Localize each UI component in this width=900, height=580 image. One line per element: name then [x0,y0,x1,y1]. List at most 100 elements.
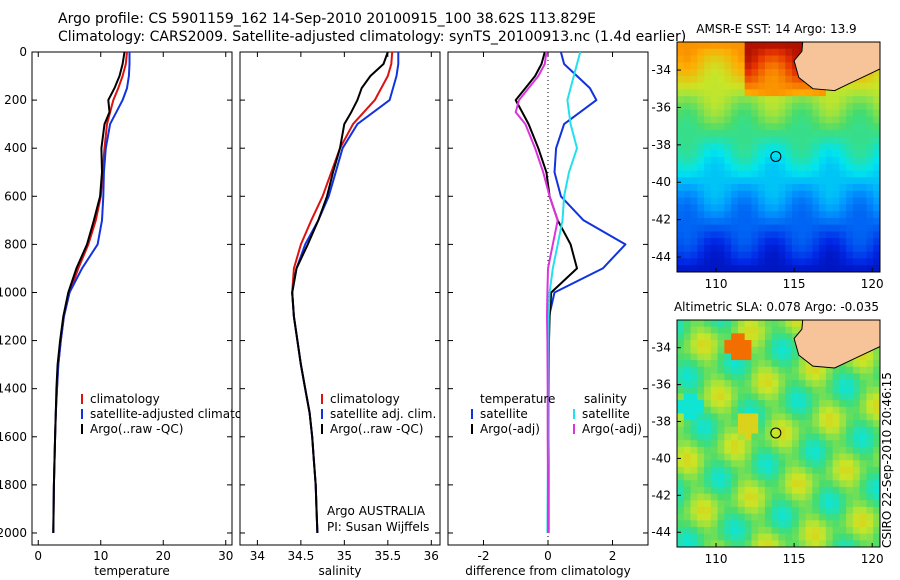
map-cell [758,231,766,239]
map-cell [697,446,705,455]
map-cell [812,500,820,508]
map-cell [758,184,766,192]
map-cell [852,386,861,395]
map-cell [717,473,725,481]
map-cell [852,82,861,90]
map-cell [785,526,793,535]
map-cell [825,373,834,381]
map-cell [764,217,773,226]
map-cell [731,102,739,111]
map-cell [866,231,874,239]
map-cell [737,486,746,495]
map-cell [866,420,874,428]
map-cell [798,540,807,547]
map-cell [710,406,719,415]
map-cell [744,190,753,199]
map-cell [778,244,786,253]
map-cell [873,346,880,354]
legend-label: climatology [330,392,400,406]
map-cell [846,466,854,475]
map-title: Altimetric SLA: 0.078 Argo: -0.035 [674,300,879,314]
map-cell [758,217,766,226]
map-cell [764,109,773,118]
map-cell [792,69,800,77]
map-cell [710,446,719,455]
map-cell [873,157,880,165]
map-cell [846,96,854,104]
map-cell [859,513,868,521]
map-cell [697,480,705,488]
map-cell [832,493,840,501]
map-cell [697,373,705,381]
map-cell [778,366,786,375]
map-cell [819,526,827,535]
map-cell [792,211,800,219]
map-cell [805,446,813,455]
map-cell [771,400,780,408]
map-cell [792,380,800,388]
map-cell [866,413,874,421]
map-cell [832,533,840,541]
map-cell [866,258,874,266]
map-cell [710,244,719,253]
map-cell [839,373,847,381]
map-cell [731,197,739,205]
map-cell [859,123,868,131]
map-cell [771,340,780,348]
map-cell [717,69,725,77]
map-cell [677,48,685,57]
map-cell [731,258,739,266]
map-cell [710,217,719,226]
map-cell [764,320,773,328]
map-cell [819,184,827,192]
map-cell [731,486,739,495]
map-cell [717,466,725,475]
map-cell [731,386,739,395]
map-cell [785,373,793,381]
map-cell [690,89,698,97]
map-cell [717,143,725,151]
map-cell [873,460,880,468]
map-cell [778,426,786,435]
map-cell [798,406,807,415]
map-cell [785,493,793,501]
map-cell [704,244,712,253]
map-cell [751,446,759,455]
map-cell [697,62,705,70]
map-cell [792,433,800,441]
map-cell [764,433,773,441]
map-cell [731,244,739,253]
map-cell [825,386,834,395]
map-cell [737,386,746,395]
map-cell [778,413,786,421]
map-cell [704,526,712,535]
map-cell [704,265,712,272]
map-cell [805,426,813,435]
map-cell [792,96,800,104]
map-cell [792,265,800,272]
map-cell [852,480,861,488]
map-cell [724,75,732,84]
map-cell [683,42,692,50]
map-cell [805,102,813,111]
map-cell [697,433,705,441]
map-cell [812,406,820,415]
map-cell [737,533,746,541]
map-cell [839,177,847,185]
map-cell [710,473,719,481]
map-cell [785,204,793,212]
x-tick-label: 115 [783,277,806,291]
map-cell [710,190,719,199]
map-cell [832,506,840,515]
map-cell [832,102,840,111]
map-cell [731,136,739,145]
map-cell [846,413,854,421]
map-cell [751,360,759,368]
map-cell [819,244,827,253]
map-cell [839,520,847,528]
map-cell [710,353,719,361]
map-cell [717,238,725,246]
map-cell [771,433,780,441]
map-cell [819,406,827,415]
x-axis-label: difference from climatology [465,564,631,578]
